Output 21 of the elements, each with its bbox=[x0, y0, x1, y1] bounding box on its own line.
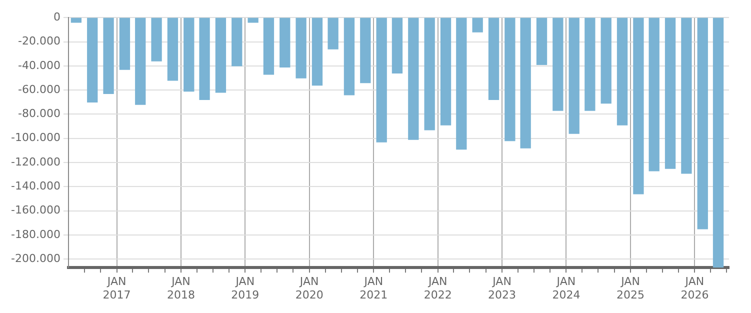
x-tick-label: JAN 2023 bbox=[488, 275, 516, 302]
y-tick-label: -60.000 bbox=[18, 82, 60, 96]
x-tick-label: JAN 2024 bbox=[552, 275, 580, 302]
x-tick-label: JAN 2021 bbox=[360, 275, 388, 302]
y-tick-label: -180.000 bbox=[10, 228, 60, 241]
x-tick-label: JAN 2026 bbox=[680, 275, 709, 302]
y-tick-label: -160.000 bbox=[10, 204, 60, 217]
x-tick-label: JAN 2020 bbox=[295, 275, 324, 302]
y-tick-label: -100.000 bbox=[10, 131, 60, 144]
x-tick-label: JAN 2025 bbox=[616, 275, 645, 302]
y-tick-label: -200.000 bbox=[10, 252, 60, 266]
x-tick-label: JAN 2022 bbox=[424, 275, 452, 302]
y-tick-label: -120.000 bbox=[10, 155, 60, 168]
y-tick-label: 0 bbox=[53, 10, 60, 24]
y-tick-label: -40.000 bbox=[18, 58, 60, 72]
y-tick-label: -140.000 bbox=[10, 180, 60, 193]
y-tick-label: -20.000 bbox=[18, 34, 60, 48]
x-tick-label: JAN 2017 bbox=[102, 275, 131, 302]
x-tick-label: JAN 2019 bbox=[231, 275, 260, 302]
y-tick-label: -80.000 bbox=[18, 107, 60, 120]
x-tick-label: JAN 2018 bbox=[166, 275, 195, 302]
